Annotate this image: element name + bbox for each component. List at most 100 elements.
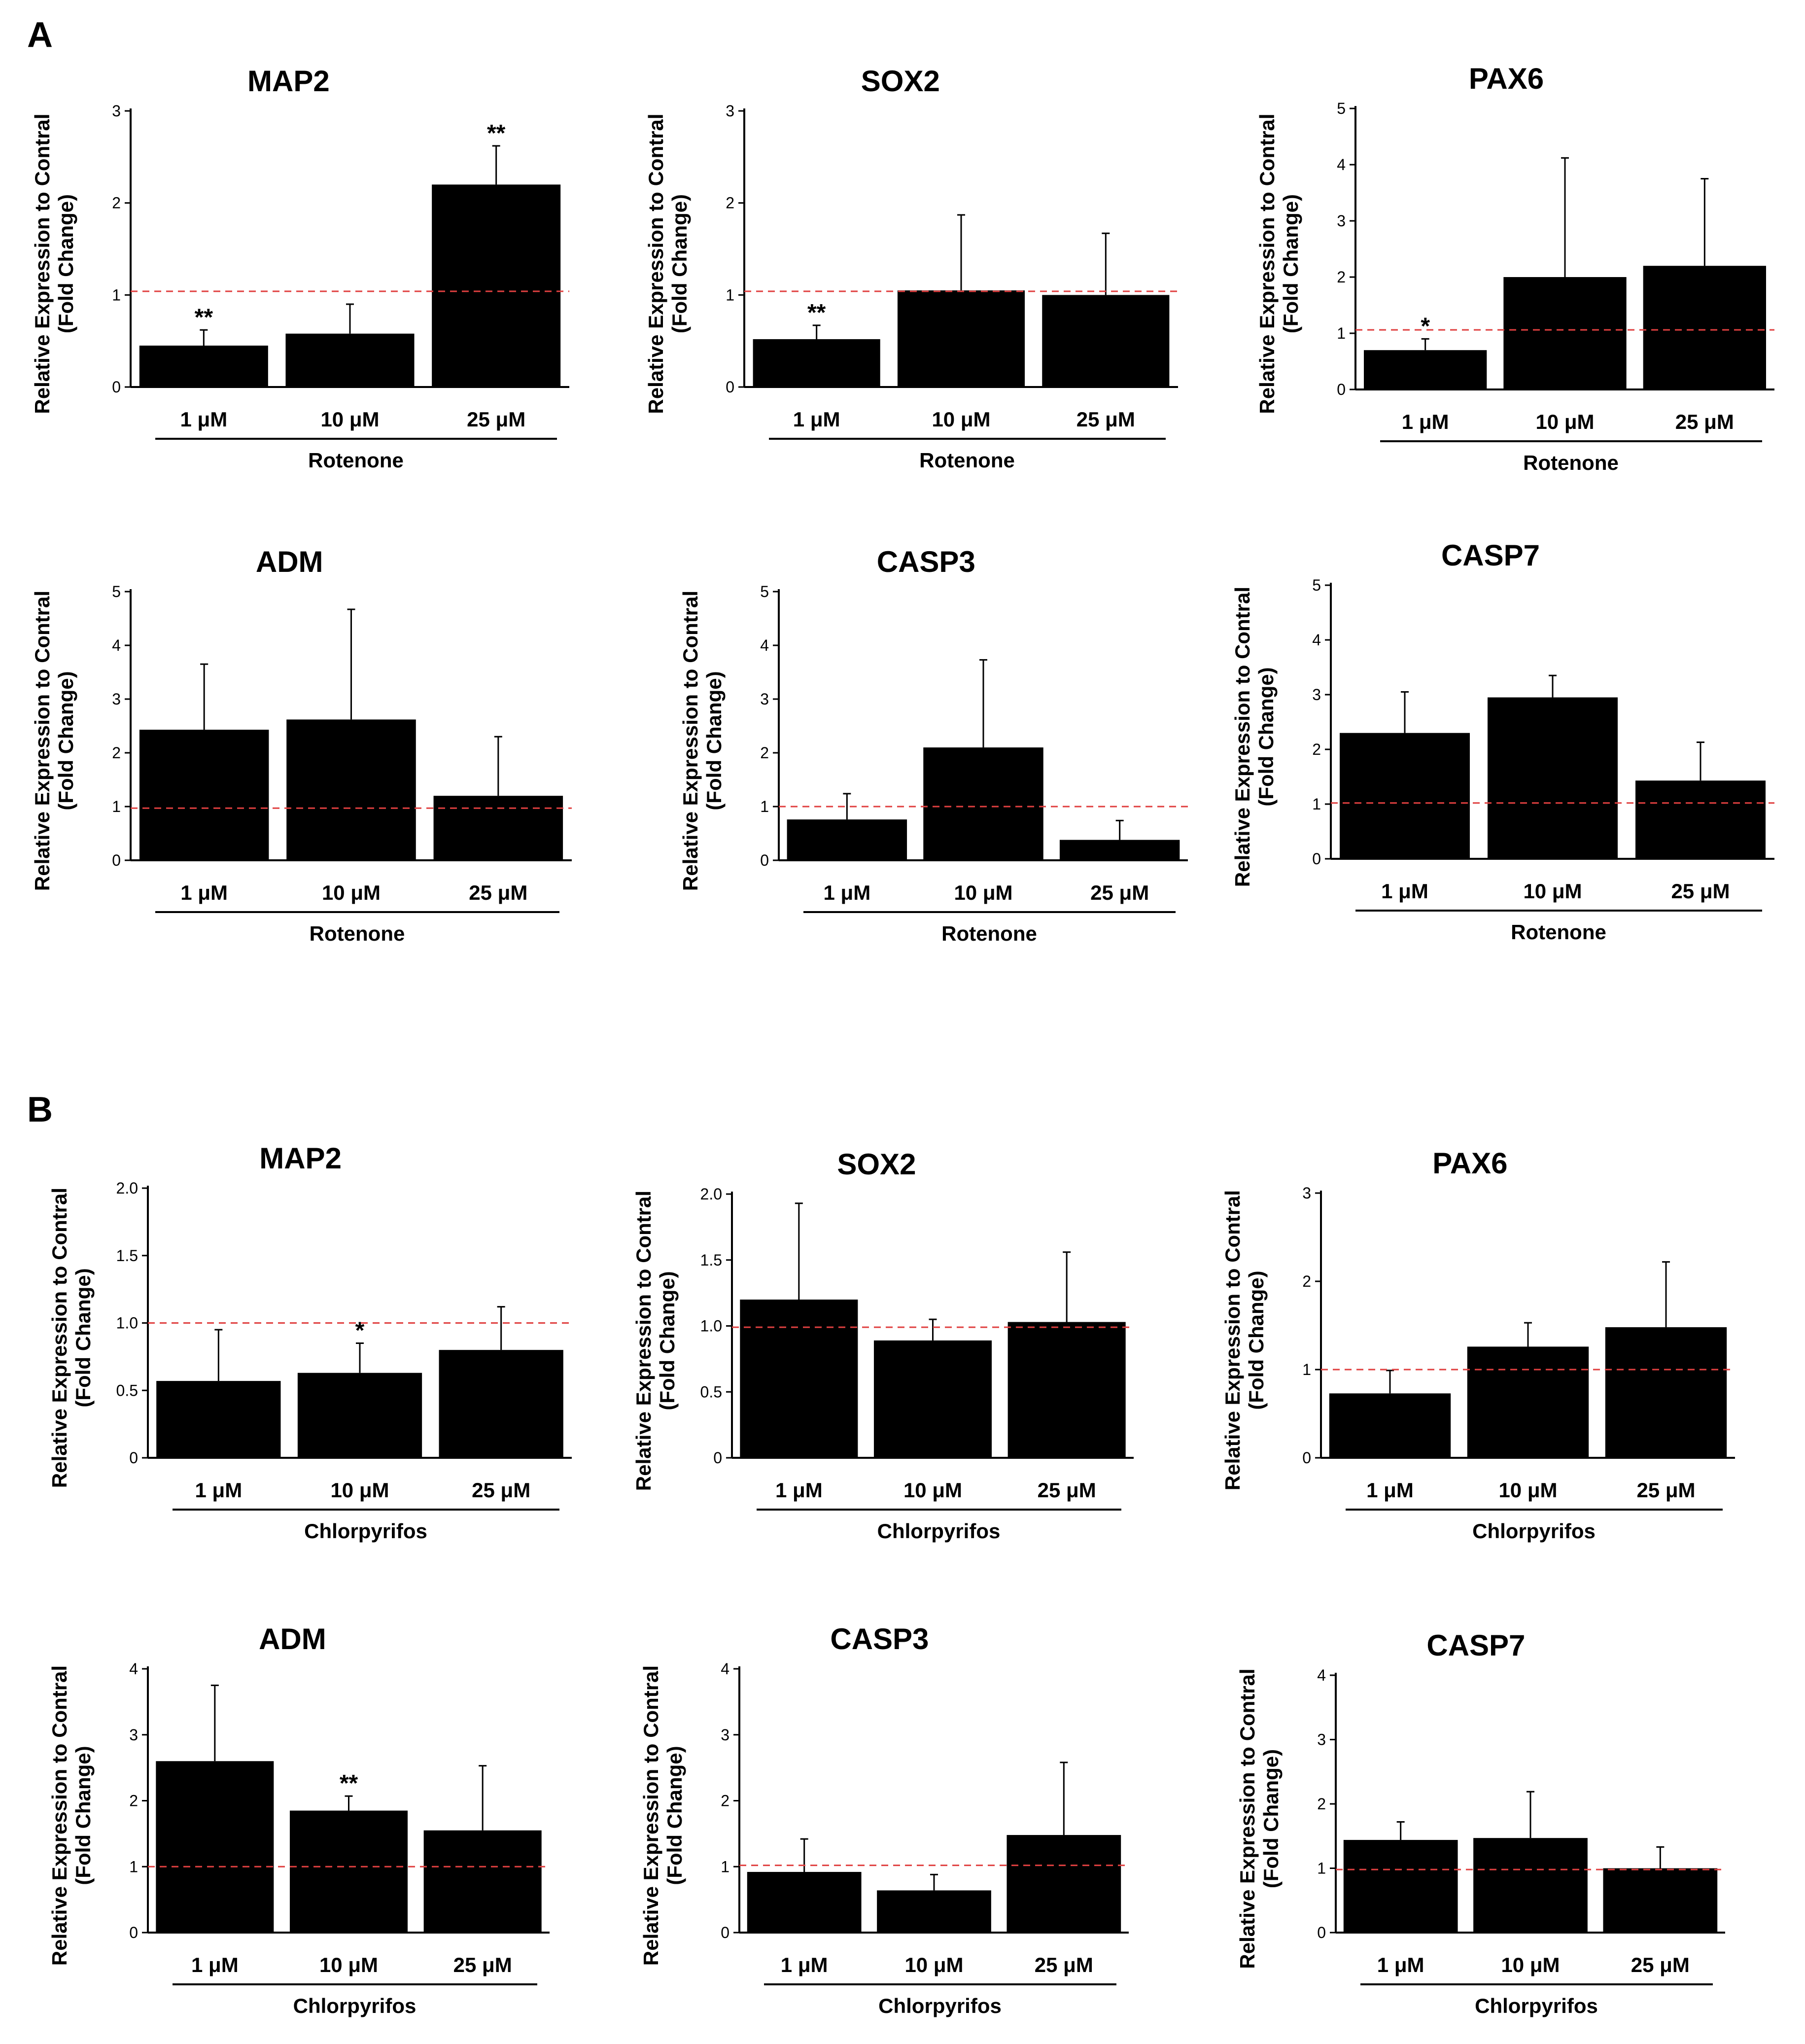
- group-label: Rotenone: [1511, 920, 1606, 944]
- chart-b-map2: MAP2 Relative Expression to Contral(Fold …: [48, 1142, 572, 1543]
- chart-title: CASP3: [830, 1622, 929, 1656]
- category-label: 25 μM: [472, 1479, 530, 1502]
- y-tick-label: 4: [760, 636, 769, 654]
- y-tick-label: 2: [129, 1792, 138, 1810]
- y-tick-label: 3: [112, 690, 121, 708]
- y-axis-label-line: Relative Expression to Contral: [632, 1191, 655, 1491]
- chart-title: ADM: [256, 545, 323, 578]
- chart-title: PAX6: [1469, 62, 1544, 95]
- group-label: Rotenone: [1523, 451, 1619, 474]
- y-axis-label: Relative Expression to Contral(Fold Chan…: [1221, 1190, 1268, 1490]
- y-tick-label: 3: [1312, 686, 1321, 704]
- bar: [1643, 266, 1766, 389]
- y-axis-label-line: (Fold Change): [54, 194, 77, 333]
- y-tick-label: 1.0: [700, 1317, 722, 1335]
- y-axis-label-line: (Fold Change): [71, 1268, 95, 1407]
- chart-a-casp3: CASP3 Relative Expression to Contral(Fold…: [679, 545, 1188, 945]
- group-label: Chlorpyrifos: [877, 1519, 1001, 1543]
- category-label: 10 μM: [319, 1953, 378, 1976]
- y-axis-label-line: Relative Expression to Contral: [1221, 1190, 1244, 1490]
- y-tick-label: 2.0: [700, 1185, 722, 1203]
- y-tick-label: 0: [112, 378, 121, 396]
- y-tick-label: 4: [1337, 156, 1346, 174]
- category-label: 25 μM: [469, 881, 527, 904]
- y-tick-label: 0: [1317, 1924, 1326, 1941]
- y-tick-label: 3: [760, 690, 769, 708]
- category-label: 1 μM: [180, 408, 227, 431]
- y-axis-label-line: Relative Expression to Contral: [48, 1665, 71, 1966]
- y-tick-label: 2.0: [116, 1179, 138, 1197]
- chart-a-adm: ADM Relative Expression to Contral(Fold C…: [31, 545, 572, 945]
- group-label: Rotenone: [941, 922, 1037, 945]
- group-label: Rotenone: [308, 449, 404, 472]
- category-label: 1 μM: [195, 1479, 242, 1502]
- chart-title: SOX2: [837, 1148, 916, 1181]
- category-label: 1 μM: [1377, 1953, 1424, 1976]
- y-axis-label-line: Relative Expression to Contral: [31, 113, 54, 414]
- bar: [1635, 780, 1766, 859]
- chart-a-casp7: CASP7 Relative Expression to Contral(Fold…: [1231, 539, 1774, 944]
- bar: [1605, 1327, 1727, 1458]
- y-tick-label: 2: [1312, 740, 1321, 758]
- y-tick-label: 1: [1337, 324, 1346, 342]
- category-label: 1 μM: [1402, 410, 1449, 433]
- category-label: 10 μM: [903, 1479, 962, 1502]
- y-axis-label: Relative Expression to Contral(Fold Chan…: [31, 591, 77, 891]
- chart-a-pax6: PAX6 Relative Expression to Contral(Fold …: [1255, 62, 1774, 474]
- category-label: 25 μM: [467, 408, 525, 431]
- y-tick-label: 5: [760, 583, 769, 600]
- significance-label: *: [1421, 313, 1430, 339]
- significance-label: **: [807, 300, 826, 326]
- bar: [877, 1890, 991, 1933]
- y-tick-label: 1.5: [116, 1247, 138, 1265]
- category-label: 25 μM: [1035, 1953, 1093, 1976]
- y-tick-label: 3: [129, 1726, 138, 1744]
- y-tick-label: 3: [721, 1726, 729, 1744]
- bar: [747, 1871, 862, 1933]
- y-tick-label: 0: [760, 851, 769, 869]
- category-label: 10 μM: [1498, 1479, 1557, 1502]
- chart-title: CASP7: [1426, 1629, 1525, 1662]
- bar: [1603, 1868, 1718, 1933]
- y-tick-label: 2: [1337, 268, 1346, 286]
- y-axis-label: Relative Expression to Contral(Fold Chan…: [1231, 587, 1278, 887]
- y-tick-label: 2: [760, 744, 769, 762]
- y-tick-label: 3: [1302, 1184, 1311, 1202]
- group-label: Chlorpyrifos: [878, 1994, 1002, 2017]
- bar: [753, 339, 880, 387]
- y-tick-label: 0: [726, 378, 734, 396]
- y-tick-label: 1: [1317, 1860, 1326, 1877]
- bar: [1329, 1393, 1451, 1458]
- y-axis-label-line: Relative Expression to Contral: [644, 113, 667, 414]
- y-tick-label: 0: [129, 1449, 138, 1467]
- category-label: 1 μM: [781, 1953, 828, 1976]
- chart-a-sox2: SOX2 Relative Expression to Contral(Fold …: [644, 65, 1178, 472]
- category-label: 10 μM: [320, 408, 379, 431]
- y-tick-label: 4: [1317, 1666, 1326, 1684]
- y-axis-label-line: Relative Expression to Contral: [1236, 1668, 1259, 1969]
- y-axis-label-line: (Fold Change): [656, 1271, 679, 1410]
- y-tick-label: 3: [726, 102, 734, 120]
- bar: [1364, 350, 1487, 389]
- category-label: 10 μM: [1523, 880, 1582, 903]
- y-tick-label: 2: [1317, 1795, 1326, 1813]
- y-axis-label: Relative Expression to Contral(Fold Chan…: [1236, 1668, 1283, 1969]
- category-label: 25 μM: [1675, 410, 1734, 433]
- significance-label: **: [340, 1770, 358, 1797]
- bar: [432, 184, 561, 387]
- y-axis-label-line: (Fold Change): [702, 671, 726, 810]
- group-label: Chlorpyrifos: [293, 1994, 417, 2017]
- chart-title: CASP7: [1441, 539, 1540, 572]
- y-axis-label-line: Relative Expression to Contral: [679, 591, 702, 891]
- bar: [1473, 1838, 1588, 1933]
- bar: [285, 333, 415, 387]
- significance-label: **: [195, 304, 213, 330]
- bar: [139, 346, 268, 387]
- panel-letter-b: B: [27, 1090, 53, 1129]
- panel-letter-a: A: [27, 15, 53, 55]
- bar: [923, 747, 1043, 860]
- bar: [1467, 1346, 1589, 1458]
- y-axis-label: Relative Expression to Contral(Fold Chan…: [48, 1665, 95, 1966]
- bar: [1488, 697, 1618, 859]
